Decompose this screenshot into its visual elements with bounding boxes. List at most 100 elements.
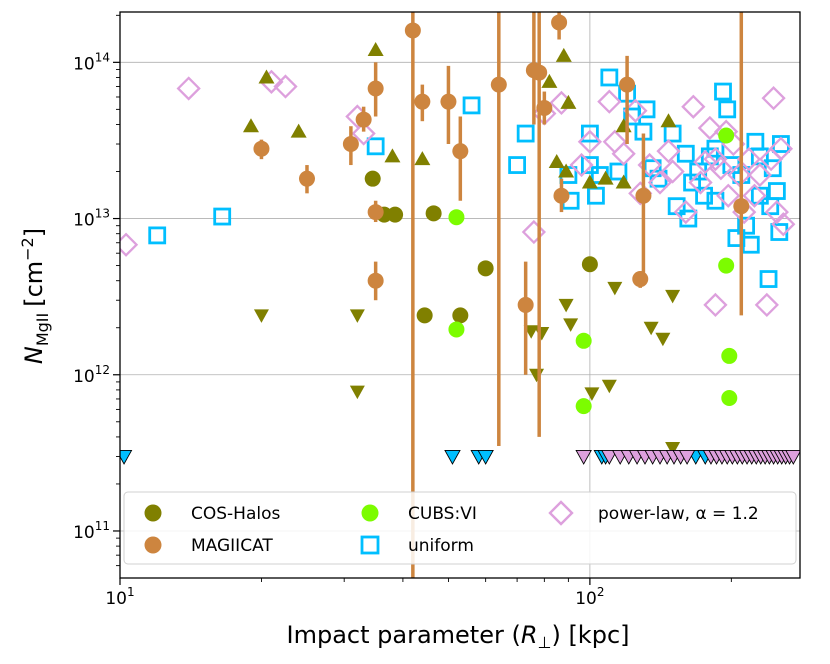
cos-halos-lower-limit — [558, 163, 575, 178]
cubs-vi-point — [448, 321, 465, 338]
uniform-point — [508, 156, 527, 174]
uniform-point — [714, 82, 732, 101]
magiicat-point — [342, 136, 359, 153]
uniform-point — [706, 191, 725, 210]
legend-label-uniform: uniform — [408, 536, 474, 556]
power-law-point — [764, 199, 789, 225]
uniform-point — [637, 100, 656, 119]
power-law-point — [688, 170, 713, 195]
power-law-point — [176, 76, 201, 101]
uniform-upper-limit — [120, 449, 133, 465]
uniform-upper-limit — [444, 449, 461, 465]
uniform-point — [718, 100, 737, 119]
cos-halos-point — [416, 307, 433, 324]
power-law-point — [697, 115, 722, 141]
power-law-point — [647, 170, 673, 195]
y-tick-label: 1013 — [73, 207, 110, 231]
uniform-point — [737, 216, 755, 235]
cubs-vi-point — [575, 398, 592, 415]
magiicat-point — [440, 93, 457, 110]
power-law-point — [681, 94, 706, 119]
axes-frame — [119, 11, 801, 579]
power-law-point — [673, 199, 698, 225]
x-axis-title: Impact parameter (R⊥) [kpc] — [287, 621, 630, 652]
power-law-point — [708, 156, 733, 181]
uniform-point — [772, 135, 790, 153]
cos-halos-upper-limit — [253, 309, 269, 323]
magiicat-point — [253, 140, 270, 157]
cos-halos-upper-limit — [665, 289, 681, 304]
x-tick-label: 101 — [105, 585, 134, 609]
cos-halos-upper-limit — [563, 318, 579, 332]
cos-halos-upper-limit — [349, 309, 365, 323]
cos-halos-point — [581, 256, 598, 273]
power-law-point — [768, 136, 794, 161]
power-law-upper-limit — [601, 449, 618, 465]
uniform-point — [600, 68, 619, 87]
cos-halos-upper-limit — [349, 385, 365, 400]
magiicat-point — [553, 187, 570, 204]
plot-area — [120, 12, 800, 578]
power-law-point — [703, 147, 728, 172]
power-law-point — [577, 129, 603, 154]
legend-label-power-law: power-law, α = 1.2 — [598, 504, 759, 524]
uniform-point — [763, 159, 782, 178]
uniform-point — [741, 235, 760, 254]
magiicat-point — [619, 76, 636, 93]
cos-halos-lower-limit — [581, 174, 598, 189]
power-law-upper-limit — [575, 449, 592, 465]
uniform-point — [683, 173, 701, 192]
power-law-point — [597, 89, 622, 114]
cos-halos-lower-limit — [414, 151, 431, 166]
uniform-point — [663, 124, 682, 143]
cos-halos-lower-limit — [555, 47, 572, 62]
cos-halos-upper-limit — [529, 368, 545, 383]
cos-halos-lower-limit — [258, 69, 275, 84]
power-law-point — [521, 219, 547, 245]
power-law-point — [771, 212, 796, 237]
power-law-upper-limit — [785, 449, 800, 465]
uniform-point — [676, 144, 695, 163]
cos-halos-lower-limit — [560, 94, 577, 109]
cubs-vi-point — [721, 389, 738, 406]
legend-marker-power-law — [548, 500, 574, 526]
y-tick-label: 1012 — [73, 363, 110, 387]
legend-box — [123, 491, 797, 565]
uniform-point — [750, 186, 769, 205]
uniform-point — [516, 124, 535, 143]
cos-halos-upper-limit — [558, 298, 574, 313]
power-law-point — [273, 74, 298, 99]
legend-label-cubs-vi: CUBS:VI — [408, 504, 477, 524]
magiicat-point — [355, 111, 372, 128]
legend-marker-magiicat — [144, 536, 162, 554]
cos-halos-upper-limit — [643, 321, 659, 336]
magiicat-point — [632, 271, 649, 288]
magiicat-point — [733, 198, 750, 215]
power-law-point — [693, 149, 718, 175]
magiicat-point — [367, 272, 384, 289]
power-law-point — [656, 139, 681, 164]
y-tick-label: 1014 — [73, 50, 110, 74]
power-law-point — [569, 152, 594, 178]
uniform-point — [587, 186, 605, 205]
cos-halos-point — [387, 206, 404, 223]
legend-marker-uniform — [360, 535, 380, 555]
magiicat-point — [452, 143, 469, 160]
cos-halos-point — [477, 260, 494, 277]
power-law-point — [742, 183, 767, 208]
power-law-point — [716, 183, 741, 208]
uniform-upper-limit — [477, 449, 494, 465]
magiicat-point — [551, 14, 568, 31]
cos-halos-lower-limit — [541, 73, 558, 88]
legend-marker-cubs-vi — [361, 504, 379, 522]
axis-ticks: 101 102 1011 1012 1013 1014 — [73, 14, 732, 609]
legend-marker-cos-halos — [144, 504, 162, 522]
power-law-point — [754, 292, 779, 318]
magiicat-point — [531, 64, 548, 81]
cos-halos-point — [364, 170, 381, 187]
cubs-vi-point — [448, 209, 465, 226]
cos-halos-upper-limit — [655, 332, 671, 347]
cubs-vi-point — [721, 347, 738, 364]
cos-halos-lower-limit — [384, 148, 401, 163]
power-law-point — [120, 232, 139, 257]
